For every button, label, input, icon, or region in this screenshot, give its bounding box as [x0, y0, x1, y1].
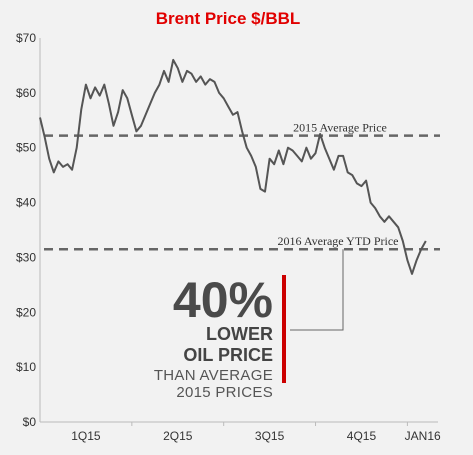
y-axis: $0 $10 $20 $30 $40 $50 $60 $70: [16, 31, 41, 429]
series-line-brent-price: [39, 58, 427, 275]
x-tick-label: 4Q15: [347, 429, 377, 443]
price-callout: 40% LOWER OIL PRICE THAN AVERAGE 2015 PR…: [154, 272, 286, 401]
x-tick-label: 1Q15: [71, 429, 101, 443]
reference-line-label: 2016 Average YTD Price: [278, 234, 399, 248]
y-tick-label: $40: [16, 196, 36, 210]
reference-lines: 2015 Average Price 2016 Average YTD Price: [44, 121, 440, 331]
callout-line-than-average: THAN AVERAGE: [154, 367, 273, 384]
price-series: [39, 58, 427, 275]
x-axis: 1Q15 2Q15 3Q15 4Q15 JAN16: [40, 421, 441, 443]
y-tick-label: $60: [16, 86, 36, 100]
y-tick-label: $70: [16, 31, 36, 45]
y-tick-label: $30: [16, 250, 36, 264]
x-tick-label: 2Q15: [163, 429, 193, 443]
y-tick-label: $50: [16, 141, 36, 155]
callout-percent: 40%: [173, 272, 273, 328]
y-tick-label: $10: [16, 360, 36, 374]
chart-title: Brent Price $/BBL: [156, 9, 301, 28]
callout-line-oil-price: OIL PRICE: [183, 345, 273, 365]
callout-connector: [290, 249, 344, 331]
reference-line-label: 2015 Average Price: [293, 121, 387, 135]
callout-highlight-bar: [282, 275, 286, 383]
y-tick-label: $0: [23, 415, 37, 429]
x-tick-label: 3Q15: [255, 429, 285, 443]
callout-line-lower: LOWER: [206, 324, 273, 344]
x-tick-label: JAN16: [405, 429, 441, 443]
y-tick-label: $20: [16, 305, 36, 319]
callout-line-2015-prices: 2015 PRICES: [176, 384, 273, 401]
